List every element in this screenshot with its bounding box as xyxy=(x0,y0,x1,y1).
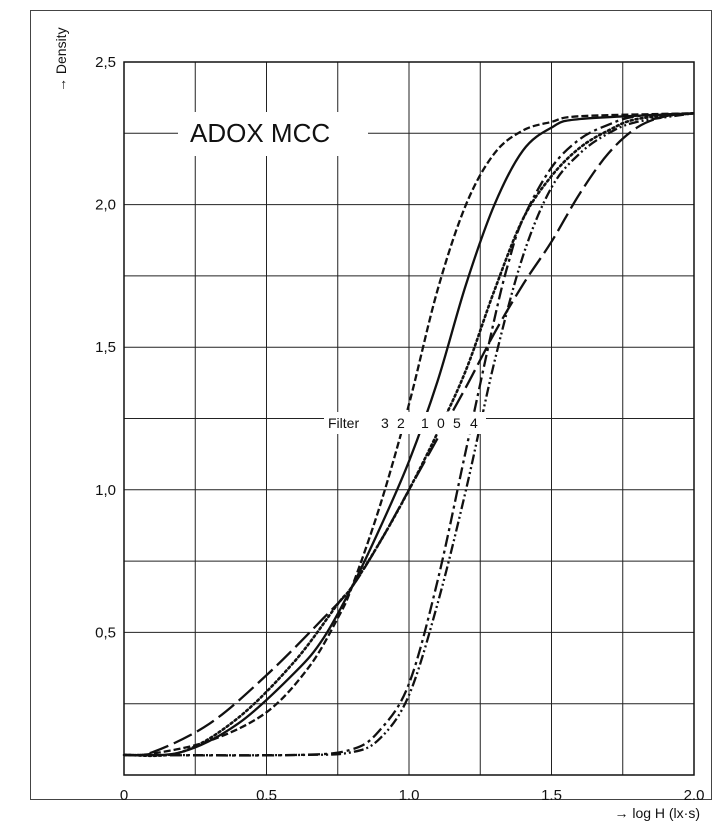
curve-filter-2 xyxy=(123,112,695,757)
filter-label-4: 4 xyxy=(470,415,478,431)
y-tick-label: 2,5 xyxy=(95,54,116,71)
y-tick-labels: 0,5 1,0 1,5 2,0 2,5 xyxy=(95,54,116,641)
chart-frame xyxy=(30,10,712,800)
filter-legend-background xyxy=(324,412,486,434)
y-tick-label: 0,5 xyxy=(95,624,116,641)
grid-lines xyxy=(124,62,694,775)
filter-legend-title: Filter xyxy=(328,415,359,431)
filter-label-5: 5 xyxy=(453,415,461,431)
x-tick-label: 2.0 xyxy=(684,787,705,804)
filter-label-2: 2 xyxy=(397,415,405,431)
chart-title-background xyxy=(178,112,368,156)
x-tick-label: 1.5 xyxy=(541,787,562,804)
curve-filter-5 xyxy=(123,112,695,757)
x-tick-label: 0 xyxy=(120,787,128,804)
filter-label-1: 1 xyxy=(421,415,429,431)
plot-area-border xyxy=(123,61,695,776)
y-axis-title: → Density xyxy=(53,27,69,92)
curve-filter-0 xyxy=(123,112,695,757)
x-tick-label: 0.5 xyxy=(256,787,277,804)
filter-label-0: 0 xyxy=(437,415,445,431)
x-axis-title: → log H (lx·s) xyxy=(614,805,700,821)
x-tick-label: 1.0 xyxy=(399,787,420,804)
x-tick-labels: 0 0.5 1.0 1.5 2.0 xyxy=(120,787,705,804)
y-tick-label: 2,0 xyxy=(95,197,116,214)
y-tick-label: 1,0 xyxy=(95,482,116,499)
chart-title: ADOX MCC xyxy=(190,118,330,148)
filter-label-3: 3 xyxy=(381,415,389,431)
y-tick-label: 1,5 xyxy=(95,339,116,356)
